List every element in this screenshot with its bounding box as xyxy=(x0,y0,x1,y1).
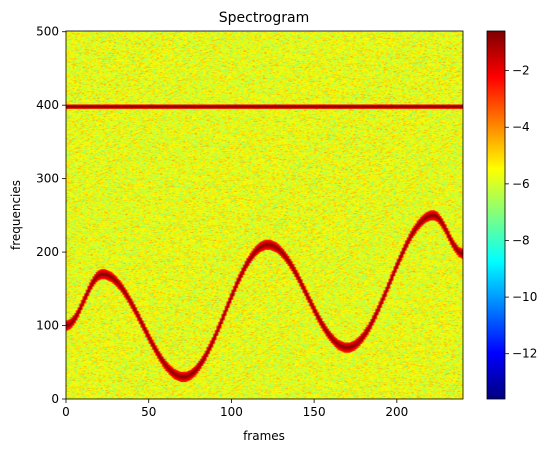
x-axis: 0 50 100 150 200 xyxy=(62,399,408,419)
chart-title: Spectrogram xyxy=(219,10,309,26)
colorbar-tick-label: −4 xyxy=(512,120,530,134)
y-tick-label: 300 xyxy=(36,172,59,186)
colorbar-axis: −12 −10 −8 −6 −4 −2 xyxy=(505,64,537,361)
x-axis-label: frames xyxy=(243,429,285,443)
x-tick-label: 0 xyxy=(62,405,70,419)
colorbar-tick-label: −12 xyxy=(512,347,537,361)
y-tick-label: 500 xyxy=(36,25,59,39)
colorbar xyxy=(486,30,506,400)
colorbar-tick-label: −2 xyxy=(512,64,530,78)
plot-frame xyxy=(65,30,464,400)
plot-area xyxy=(66,31,463,399)
colorbar-tick-label: −8 xyxy=(512,233,530,247)
x-tick-label: 100 xyxy=(220,405,243,419)
y-tick-label: 0 xyxy=(51,392,59,406)
y-axis-label: frequencies xyxy=(9,180,23,250)
spectrogram-heatmap xyxy=(66,31,463,399)
colorbar-tick-label: −10 xyxy=(512,290,537,304)
y-tick-label: 200 xyxy=(36,245,59,259)
x-tick-label: 50 xyxy=(141,405,156,419)
x-tick-label: 200 xyxy=(385,405,408,419)
x-tick-label: 150 xyxy=(303,405,326,419)
y-tick-label: 400 xyxy=(36,98,59,112)
y-tick-label: 100 xyxy=(36,319,59,333)
y-axis: 0 100 200 300 400 500 xyxy=(36,25,66,406)
colorbar-tick-label: −6 xyxy=(512,177,530,191)
